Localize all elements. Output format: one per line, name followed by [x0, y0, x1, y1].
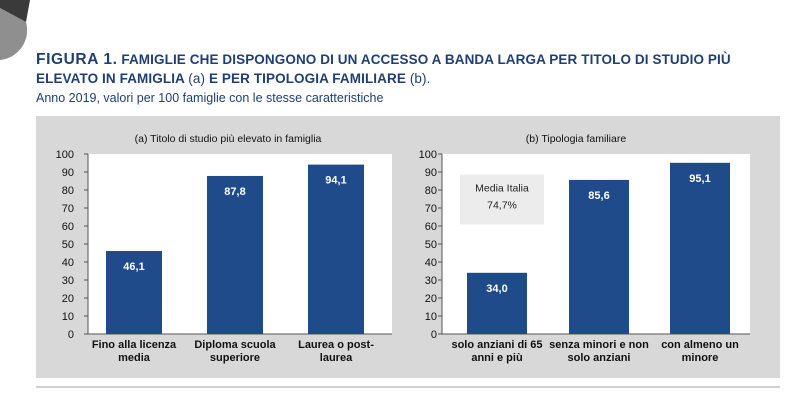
- y-tick-label: 60: [62, 221, 74, 233]
- figure-title-part-2: E PER TIPOLOGIA FAMILIARE: [208, 71, 406, 86]
- figure-title-ref-b: (b).: [409, 71, 431, 86]
- category-label: solo anziani: [568, 352, 631, 364]
- data-label: 87,8: [224, 186, 245, 198]
- category-label: senza minori e non: [549, 339, 649, 351]
- bar: [670, 162, 730, 334]
- bar: [106, 251, 162, 334]
- chart-a: (a) Titolo di studio più elevato in fami…: [56, 133, 392, 364]
- y-tick-label: 10: [425, 311, 437, 323]
- y-tick-label: 0: [68, 329, 74, 341]
- data-label: 94,1: [325, 175, 346, 187]
- y-tick-label: 30: [425, 275, 437, 287]
- data-label: 85,6: [588, 190, 609, 202]
- y-tick-label: 80: [425, 185, 437, 197]
- y-tick-label: 70: [425, 203, 437, 215]
- y-tick-label: 40: [62, 257, 74, 269]
- y-tick-label: 90: [62, 167, 74, 179]
- y-tick-label: 50: [62, 239, 74, 251]
- y-tick-label: 20: [425, 293, 437, 305]
- data-label: 34,0: [486, 283, 507, 295]
- chart-title: (a) Titolo di studio più elevato in fami…: [135, 133, 322, 145]
- category-label: anni e più: [471, 352, 522, 364]
- chart-b: (b) Tipologia familiare Media Italia 74,7%…: [419, 133, 750, 364]
- y-tick-label: 90: [425, 167, 437, 179]
- chart-title: (b) Tipologia familiare: [526, 133, 627, 145]
- category-label: minore: [682, 352, 719, 364]
- bar: [308, 164, 364, 334]
- figure-title-ref-a: (a): [188, 71, 206, 86]
- y-tick-label: 30: [62, 275, 74, 287]
- y-tick-label: 20: [62, 293, 74, 305]
- figure-number: FIGURA 1.: [36, 51, 118, 68]
- category-label: Fino alla licenza: [92, 339, 177, 351]
- y-tick-label: 70: [62, 203, 74, 215]
- y-tick-label: 80: [62, 185, 74, 197]
- bar: [467, 272, 527, 334]
- figure-title: FIGURA 1. FAMIGLIE CHE DISPONGONO DI UN …: [36, 50, 786, 88]
- corner-logo-icon: [0, 0, 30, 60]
- figure-title-part-1: FAMIGLIE CHE DISPONGONO DI UN ACCESSO A …: [36, 52, 731, 86]
- y-tick-label: 50: [425, 239, 437, 251]
- data-label: 46,1: [123, 261, 144, 273]
- y-tick-label: 10: [62, 311, 74, 323]
- bar: [569, 179, 629, 334]
- category-label: media: [118, 352, 151, 364]
- category-label: con almeno un: [661, 339, 739, 351]
- annotation-box: [460, 174, 544, 225]
- bottom-divider: [36, 386, 780, 388]
- y-tick-label: 40: [425, 257, 437, 269]
- category-label: Laurea o post-: [298, 339, 374, 351]
- y-tick-label: 100: [419, 149, 437, 161]
- annotation-label: Media Italia: [475, 183, 529, 195]
- figure-subtitle: Anno 2019, valori per 100 famiglie con l…: [36, 91, 384, 105]
- category-label: solo anziani di 65: [451, 339, 542, 351]
- y-tick-label: 60: [425, 221, 437, 233]
- category-label: laurea: [320, 352, 353, 364]
- y-tick-label: 0: [431, 329, 437, 341]
- category-label: Diploma scuola: [194, 339, 276, 351]
- y-tick-label: 100: [56, 149, 74, 161]
- bar: [207, 175, 263, 334]
- annotation-label: 74,7%: [487, 200, 517, 212]
- category-label: superiore: [210, 352, 260, 364]
- data-label: 95,1: [689, 173, 710, 185]
